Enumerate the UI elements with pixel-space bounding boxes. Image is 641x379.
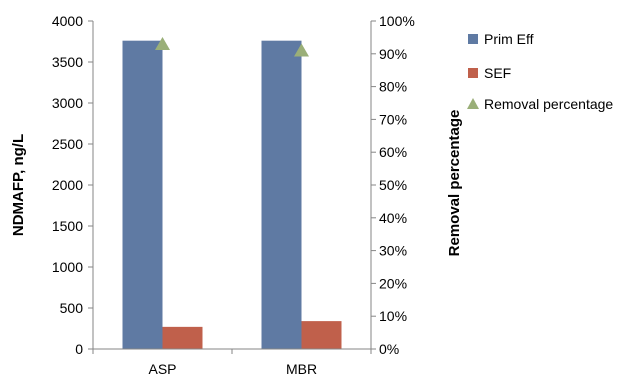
bar-sef-mbr: [301, 321, 342, 349]
legend-swatch-removal-percentage: [467, 98, 479, 109]
bar-prim-eff-asp: [122, 40, 163, 350]
left-tick-label: 2500: [52, 136, 83, 152]
right-tick-label: 0%: [379, 341, 399, 357]
legend: Prim Eff SEF Removal percentage: [467, 31, 613, 112]
right-tick-label: 10%: [379, 308, 407, 324]
left-tick-label: 4000: [52, 13, 83, 29]
right-tick-label: 30%: [379, 243, 407, 259]
right-axis-title: Removal percentage: [446, 110, 463, 257]
right-tick-label: 60%: [379, 144, 407, 160]
bar-prim-eff-mbr: [261, 40, 302, 350]
right-tick-label: 100%: [379, 13, 415, 29]
left-tick-label: 3000: [52, 95, 83, 111]
legend-label-removal-percentage: Removal percentage: [484, 96, 613, 112]
left-tick-label: 2000: [52, 177, 83, 193]
legend-swatch-sef: [468, 68, 478, 78]
axes: 0 500 1000 1500 2000 2500 3000 3500 4000 0% 10% 20%…: [10, 13, 463, 377]
right-tick-label: 70%: [379, 111, 407, 127]
marker-removal-percentage-asp: [155, 36, 170, 50]
left-tick-label: 3500: [52, 54, 83, 70]
right-tick-label: 90%: [379, 46, 407, 62]
x-tick-label-mbr: MBR: [286, 361, 317, 377]
right-tick-label: 80%: [379, 79, 407, 95]
marker-removal-percentage-mbr: [294, 43, 309, 57]
right-tick-label: 40%: [379, 210, 407, 226]
right-tick-label: 50%: [379, 177, 407, 193]
legend-label-sef: SEF: [484, 65, 511, 81]
legend-swatch-prim-eff: [468, 34, 478, 44]
left-tick-label: 1000: [52, 259, 83, 275]
legend-label-prim-eff: Prim Eff: [484, 31, 534, 47]
left-tick-label: 0: [75, 341, 83, 357]
bar-sef-asp: [162, 326, 203, 349]
plot-area: [122, 36, 342, 350]
left-axis-title: NDMAFP, ng/L: [10, 134, 27, 236]
left-tick-label: 500: [60, 300, 84, 316]
right-tick-label: 20%: [379, 275, 407, 291]
x-tick-label-asp: ASP: [148, 361, 176, 377]
left-tick-label: 1500: [52, 218, 83, 234]
